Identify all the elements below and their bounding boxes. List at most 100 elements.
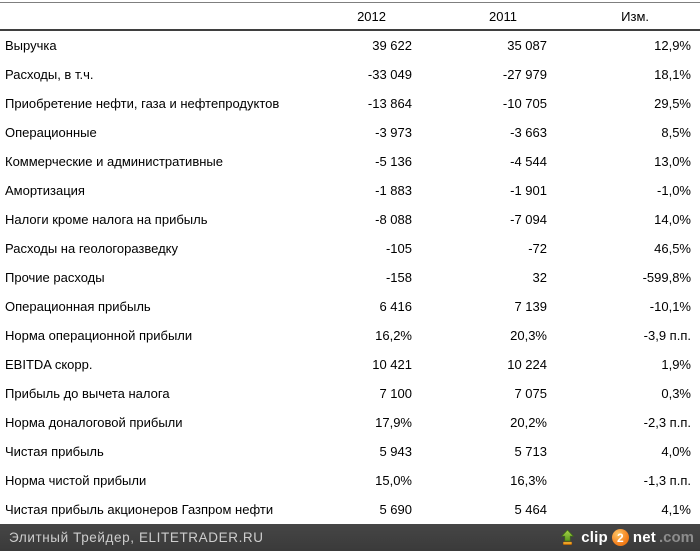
table-top-rule <box>0 2 700 3</box>
value-2012: 7 100 <box>379 386 412 401</box>
table-row: Норма доналоговой прибыли 17,9% 20,2% -2… <box>0 408 700 437</box>
value-change: 29,5% <box>654 96 691 111</box>
value-2011: 32 <box>532 270 547 285</box>
value-change: 4,1% <box>661 502 691 517</box>
value-2011: 10 224 <box>507 357 547 372</box>
table-header-row: 2012 2011 Изм. <box>0 3 700 29</box>
row-label: Налоги кроме налога на прибыль <box>5 212 208 227</box>
value-2011: 5 713 <box>514 444 547 459</box>
row-label: Операционные <box>5 125 97 140</box>
value-2012: 16,2% <box>375 328 412 343</box>
value-2012: 17,9% <box>375 415 412 430</box>
table-row: Расходы, в т.ч. -33 049 -27 979 18,1% <box>0 60 700 89</box>
value-2012: -33 049 <box>367 67 412 82</box>
row-label: Расходы, в т.ч. <box>5 67 94 82</box>
upload-arrow-icon <box>559 529 576 546</box>
table-body: Выручка 39 622 35 087 12,9% Расходы, в т… <box>0 31 700 524</box>
value-2011: 7 139 <box>514 299 547 314</box>
value-2011: 5 464 <box>514 502 547 517</box>
table-row: Прибыль до вычета налога 7 100 7 075 0,3… <box>0 379 700 408</box>
value-2011: 35 087 <box>507 38 547 53</box>
value-2011: -72 <box>528 241 547 256</box>
row-label: Норма операционной прибыли <box>5 328 193 343</box>
value-change: -10,1% <box>649 299 691 314</box>
table-row: Чистая прибыль акционеров Газпром нефти … <box>0 495 700 524</box>
value-2012: 5 690 <box>379 502 412 517</box>
table-row: Операционная прибыль 6 416 7 139 -10,1% <box>0 292 700 321</box>
table-row: Операционные -3 973 -3 663 8,5% <box>0 118 700 147</box>
row-label: Чистая прибыль <box>5 444 104 459</box>
value-change: 46,5% <box>654 241 691 256</box>
value-2011: 16,3% <box>510 473 547 488</box>
table-row: Приобретение нефти, газа и нефтепродукто… <box>0 89 700 118</box>
logo-circle-2: 2 <box>611 529 629 546</box>
row-label: Приобретение нефти, газа и нефтепродукто… <box>5 96 280 111</box>
value-change: 12,9% <box>654 38 691 53</box>
row-label: Коммерческие и административные <box>5 154 223 169</box>
value-change: 4,0% <box>661 444 691 459</box>
value-2012: 10 421 <box>372 357 412 372</box>
table-header-rule <box>0 29 700 31</box>
logo-text-com: .com <box>658 529 694 546</box>
row-label: Норма чистой прибыли <box>5 473 147 488</box>
value-2011: -7 094 <box>510 212 547 227</box>
value-2012: 15,0% <box>375 473 412 488</box>
value-change: -1,0% <box>657 183 691 198</box>
value-2012: -105 <box>385 241 412 256</box>
row-label: Расходы на геологоразведку <box>5 241 179 256</box>
value-2012: -3 973 <box>375 125 412 140</box>
value-change: 8,5% <box>661 125 691 140</box>
value-change: -2,3 п.п. <box>643 415 691 430</box>
value-change: -1,3 п.п. <box>643 473 691 488</box>
value-2011: 7 075 <box>514 386 547 401</box>
value-2012: -158 <box>385 270 412 285</box>
header-change: Изм. <box>621 8 649 24</box>
value-2011: -1 901 <box>510 183 547 198</box>
logo-text-clip: clip <box>581 529 608 546</box>
value-change: 14,0% <box>654 212 691 227</box>
value-change: -599,8% <box>642 270 691 285</box>
value-2012: -8 088 <box>375 212 412 227</box>
row-label: Амортизация <box>5 183 85 198</box>
value-change: 0,3% <box>661 386 691 401</box>
value-2012: 39 622 <box>372 38 412 53</box>
value-2011: -10 705 <box>502 96 547 111</box>
table-row: Налоги кроме налога на прибыль -8 088 -7… <box>0 205 700 234</box>
logo-text-net: net <box>632 529 656 546</box>
table-row: Чистая прибыль 5 943 5 713 4,0% <box>0 437 700 466</box>
clip2net-logo[interactable]: clip 2 net .com <box>559 529 694 546</box>
table-row: Выручка 39 622 35 087 12,9% <box>0 31 700 60</box>
value-2011: 20,2% <box>510 415 547 430</box>
row-label: Норма доналоговой прибыли <box>5 415 183 430</box>
value-change: 18,1% <box>654 67 691 82</box>
row-label: Операционная прибыль <box>5 299 151 314</box>
value-2012: -5 136 <box>375 154 412 169</box>
value-2012: 6 416 <box>379 299 412 314</box>
row-label: Прочие расходы <box>5 270 105 285</box>
value-change: 1,9% <box>661 357 691 372</box>
table-row: EBITDA скорр. 10 421 10 224 1,9% <box>0 350 700 379</box>
table-row: Норма чистой прибыли 15,0% 16,3% -1,3 п.… <box>0 466 700 495</box>
header-2011: 2011 <box>489 8 517 24</box>
table-row: Коммерческие и административные -5 136 -… <box>0 147 700 176</box>
row-label: Чистая прибыль акционеров Газпром нефти <box>5 502 274 517</box>
value-2012: -13 864 <box>367 96 412 111</box>
row-label: EBITDA скорр. <box>5 357 93 372</box>
row-label: Выручка <box>5 38 57 53</box>
table-row: Амортизация -1 883 -1 901 -1,0% <box>0 176 700 205</box>
table-row: Прочие расходы -158 32 -599,8% <box>0 263 700 292</box>
value-change: 13,0% <box>654 154 691 169</box>
value-2012: -1 883 <box>375 183 412 198</box>
value-change: -3,9 п.п. <box>643 328 691 343</box>
row-label: Прибыль до вычета налога <box>5 386 170 401</box>
header-2012: 2012 <box>357 8 386 24</box>
value-2012: 5 943 <box>379 444 412 459</box>
value-2011: -3 663 <box>510 125 547 140</box>
value-2011: -27 979 <box>502 67 547 82</box>
table-row: Расходы на геологоразведку -105 -72 46,5… <box>0 234 700 263</box>
screenshot-credit-bar: Элитный Трейдер, ELITETRADER.RU <box>0 524 700 551</box>
credit-text: Элитный Трейдер, ELITETRADER.RU <box>9 530 264 545</box>
value-2011: 20,3% <box>510 328 547 343</box>
value-2011: -4 544 <box>510 154 547 169</box>
